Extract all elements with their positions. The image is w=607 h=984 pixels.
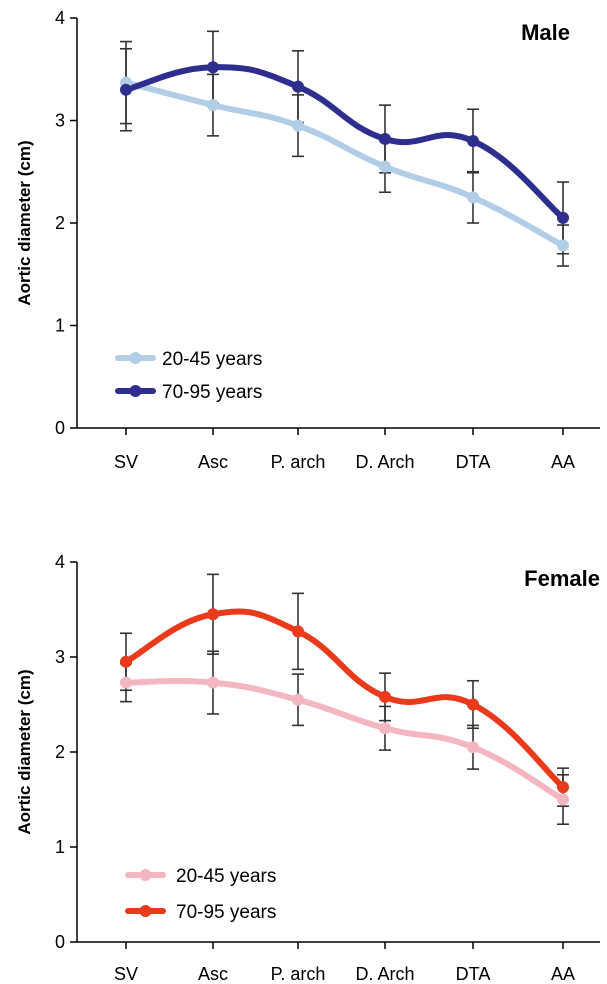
data-point bbox=[207, 61, 219, 74]
y-tick-label: 2 bbox=[55, 742, 65, 762]
data-point bbox=[467, 741, 479, 754]
legend-entry: 70-95 years bbox=[125, 902, 276, 923]
y-tick-label: 1 bbox=[55, 316, 65, 336]
series-line bbox=[123, 79, 566, 249]
chart-title: Female bbox=[524, 566, 600, 591]
legend: 20-45 years 70-95 years bbox=[115, 349, 262, 403]
male-panel: Aortic diameter (cm) Male 0 1 2 3 4 SV Asc P. a… bbox=[15, 8, 600, 472]
data-point bbox=[557, 793, 569, 806]
data-point bbox=[292, 693, 304, 706]
y-tick-label: 3 bbox=[55, 647, 65, 667]
y-tick-label: 3 bbox=[55, 111, 65, 131]
y-tick-label: 4 bbox=[55, 552, 65, 572]
x-tick-label: AA bbox=[551, 964, 575, 984]
data-point bbox=[292, 80, 304, 93]
data-point bbox=[379, 132, 391, 145]
data-point bbox=[120, 83, 132, 96]
series-line bbox=[123, 677, 566, 803]
legend-entry: 70-95 years bbox=[115, 382, 262, 403]
data-point bbox=[467, 698, 479, 711]
series-line bbox=[123, 608, 566, 791]
data-point bbox=[467, 191, 479, 204]
female-panel: Aortic diameter (cm) Female 0 1 2 3 4 SV Asc P.… bbox=[15, 552, 600, 984]
y-tick-label: 1 bbox=[55, 837, 65, 857]
x-tick-label: D. Arch bbox=[355, 452, 414, 472]
data-point bbox=[557, 211, 569, 224]
legend-label: 70-95 years bbox=[176, 902, 276, 923]
legend-swatch-marker bbox=[139, 905, 152, 917]
x-tick-label: SV bbox=[114, 452, 138, 472]
data-point bbox=[467, 135, 479, 147]
x-tick-label: DTA bbox=[456, 964, 491, 984]
legend-swatch-marker bbox=[129, 352, 142, 364]
x-tick-label: Asc bbox=[198, 964, 228, 984]
x-tick-label: DTA bbox=[456, 452, 491, 472]
data-point bbox=[120, 676, 132, 689]
y-tick-label: 0 bbox=[55, 932, 65, 952]
y-tick-label: 2 bbox=[55, 213, 65, 233]
data-point bbox=[292, 625, 304, 638]
data-point bbox=[379, 160, 391, 173]
y-axis-label: Aortic diameter (cm) bbox=[15, 140, 34, 305]
legend-label: 20-45 years bbox=[176, 866, 276, 887]
data-point bbox=[120, 655, 132, 668]
data-point bbox=[557, 781, 569, 794]
x-tick-label: SV bbox=[114, 964, 138, 984]
legend-label: 70-95 years bbox=[162, 382, 262, 403]
y-axis-label: Aortic diameter (cm) bbox=[15, 669, 34, 834]
legend-swatch-marker bbox=[139, 869, 152, 881]
legend-entry: 20-45 years bbox=[115, 349, 262, 370]
data-point bbox=[207, 676, 219, 689]
y-tick-label: 0 bbox=[55, 418, 65, 438]
x-tick-label: Asc bbox=[198, 452, 228, 472]
x-tick-label: AA bbox=[551, 452, 575, 472]
x-tick-label: P. arch bbox=[271, 452, 326, 472]
data-point bbox=[379, 722, 391, 735]
legend-label: 20-45 years bbox=[162, 349, 262, 370]
data-point bbox=[292, 119, 304, 132]
data-point bbox=[207, 608, 219, 621]
data-point bbox=[207, 99, 219, 112]
x-tick-label: P. arch bbox=[271, 964, 326, 984]
legend: 20-45 years 70-95 years bbox=[125, 866, 276, 923]
x-tick-label: D. Arch bbox=[355, 964, 414, 984]
chart-title: Male bbox=[521, 20, 570, 45]
data-point bbox=[379, 690, 391, 703]
series-line bbox=[123, 64, 566, 221]
y-tick-label: 4 bbox=[55, 8, 65, 28]
legend-swatch-marker bbox=[129, 385, 142, 397]
legend-entry: 20-45 years bbox=[125, 866, 276, 887]
data-point bbox=[557, 239, 569, 252]
